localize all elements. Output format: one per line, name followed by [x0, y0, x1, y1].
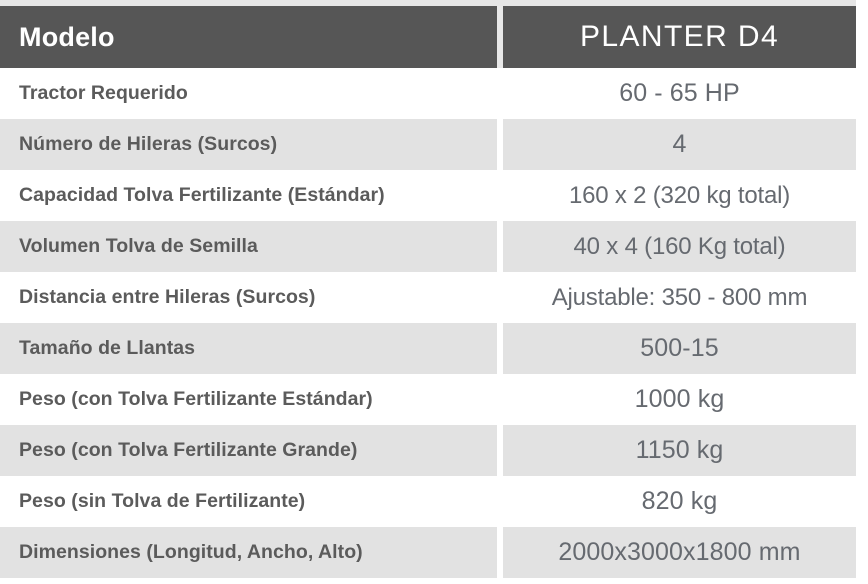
row-column-divider	[497, 527, 503, 578]
row-right-edge	[856, 68, 868, 119]
header-model-name: PLANTER D4	[579, 20, 780, 53]
header-label-text: Modelo	[19, 21, 115, 52]
spec-label-text: Capacidad Tolva Fertilizante (Estándar)	[19, 184, 385, 207]
table-row: Volumen Tolva de Semilla 40 x 4 (160 Kg t…	[0, 221, 868, 272]
spec-label-cell: Capacidad Tolva Fertilizante (Estándar)	[0, 170, 497, 221]
spec-label-text: Distancia entre Hileras (Surcos)	[19, 286, 316, 309]
header-right-edge	[856, 6, 868, 68]
row-right-edge	[856, 221, 868, 272]
row-right-edge	[856, 425, 868, 476]
row-column-divider	[497, 323, 503, 374]
spec-label-text: Peso (con Tolva Fertilizante Grande)	[19, 439, 358, 462]
row-column-divider	[497, 170, 503, 221]
row-right-edge	[856, 119, 868, 170]
spec-value-text: 820 kg	[641, 487, 718, 516]
table-row: Peso (con Tolva Fertilizante Grande) 1150…	[0, 425, 868, 476]
table-row: Capacidad Tolva Fertilizante (Estándar) 1…	[0, 170, 868, 221]
spec-label-text: Peso (con Tolva Fertilizante Estándar)	[19, 388, 373, 411]
top-spacer-gap	[497, 0, 503, 6]
spec-value-cell: Ajustable: 350 - 800 mm	[503, 272, 856, 323]
header-column-divider	[497, 6, 503, 68]
top-spacer-edge	[856, 0, 868, 6]
spec-value-cell: 4	[503, 119, 856, 170]
spec-label-text: Tamaño de Llantas	[19, 337, 196, 360]
spec-label-cell: Tamaño de Llantas	[0, 323, 497, 374]
row-column-divider	[497, 425, 503, 476]
row-right-edge	[856, 374, 868, 425]
spec-value-text: 2000x3000x1800 mm	[558, 538, 801, 567]
table-row: Distancia entre Hileras (Surcos) Ajustabl…	[0, 272, 868, 323]
spec-value-cell: 160 x 2 (320 kg total)	[503, 170, 856, 221]
spec-value-text: 500-15	[640, 334, 719, 363]
row-column-divider	[497, 68, 503, 119]
spec-label-cell: Peso (con Tolva Fertilizante Estándar)	[0, 374, 497, 425]
table-row: Peso (sin Tolva de Fertilizante) 820 kg	[0, 476, 868, 527]
row-right-edge	[856, 527, 868, 578]
spec-value-text: 1000 kg	[634, 385, 725, 414]
row-right-edge	[856, 272, 868, 323]
table-top-spacer	[0, 0, 868, 6]
spec-label-cell: Peso (sin Tolva de Fertilizante)	[0, 476, 497, 527]
spec-value-text: 40 x 4 (160 Kg total)	[573, 232, 786, 260]
spec-label-text: Volumen Tolva de Semilla	[19, 235, 258, 258]
spec-value-cell: 820 kg	[503, 476, 856, 527]
spec-label-text: Peso (sin Tolva de Fertilizante)	[19, 490, 306, 513]
spec-value-text: Ajustable: 350 - 800 mm	[551, 283, 808, 311]
row-right-edge	[856, 476, 868, 527]
row-column-divider	[497, 476, 503, 527]
table-row: Tamaño de Llantas 500-15	[0, 323, 868, 374]
spec-value-cell: 500-15	[503, 323, 856, 374]
row-right-edge	[856, 323, 868, 374]
top-spacer-right	[503, 0, 856, 6]
spec-value-cell: 2000x3000x1800 mm	[503, 527, 856, 578]
table-row: Número de Hileras (Surcos) 4	[0, 119, 868, 170]
table-row: Dimensiones (Longitud, Ancho, Alto) 2000x…	[0, 527, 868, 578]
row-column-divider	[497, 272, 503, 323]
row-column-divider	[497, 119, 503, 170]
header-value-cell: PLANTER D4	[503, 6, 856, 68]
spec-value-cell: 60 - 65 HP	[503, 68, 856, 119]
spec-label-cell: Distancia entre Hileras (Surcos)	[0, 272, 497, 323]
spec-value-text: 4	[672, 130, 687, 159]
spec-label-cell: Dimensiones (Longitud, Ancho, Alto)	[0, 527, 497, 578]
spec-label-cell: Volumen Tolva de Semilla	[0, 221, 497, 272]
spec-value-text: 160 x 2 (320 kg total)	[568, 181, 791, 209]
spec-value-text: 60 - 65 HP	[619, 79, 740, 108]
spec-value-cell: 1150 kg	[503, 425, 856, 476]
header-label-cell: Modelo	[0, 6, 497, 68]
row-right-edge	[856, 170, 868, 221]
spec-label-cell: Peso (con Tolva Fertilizante Grande)	[0, 425, 497, 476]
row-column-divider	[497, 374, 503, 425]
row-column-divider	[497, 221, 503, 272]
spec-value-cell: 40 x 4 (160 Kg total)	[503, 221, 856, 272]
top-spacer-left	[0, 0, 497, 6]
table-row: Tractor Requerido 60 - 65 HP	[0, 68, 868, 119]
spec-value-text: 1150 kg	[635, 436, 724, 465]
table-header-row: Modelo PLANTER D4	[0, 6, 868, 68]
spec-label-cell: Número de Hileras (Surcos)	[0, 119, 497, 170]
spec-label-text: Número de Hileras (Surcos)	[19, 133, 278, 156]
spec-label-cell: Tractor Requerido	[0, 68, 497, 119]
spec-value-cell: 1000 kg	[503, 374, 856, 425]
table-row: Peso (con Tolva Fertilizante Estándar) 10…	[0, 374, 868, 425]
spec-label-text: Dimensiones (Longitud, Ancho, Alto)	[19, 541, 363, 564]
spec-label-text: Tractor Requerido	[19, 82, 188, 105]
